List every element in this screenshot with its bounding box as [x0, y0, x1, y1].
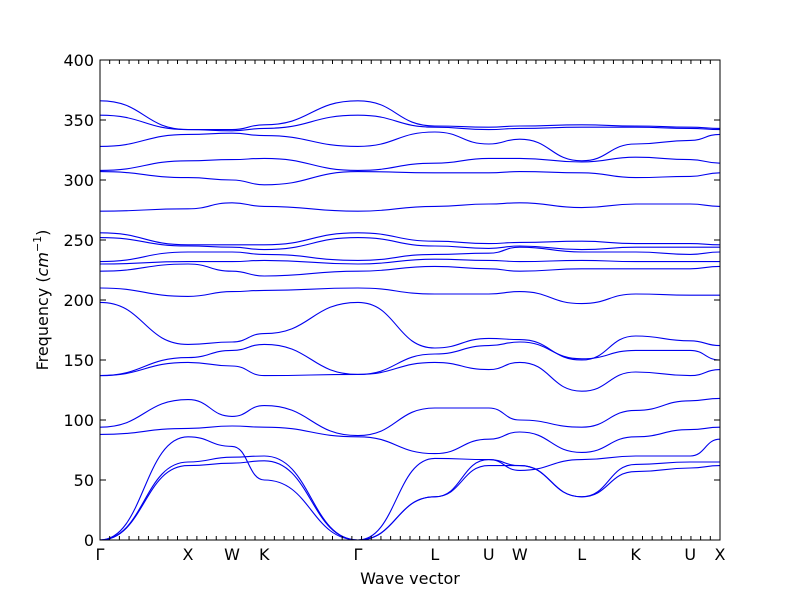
band-9 — [99, 287, 720, 305]
band-4 — [99, 425, 721, 455]
band-6 — [99, 361, 721, 392]
band-13 — [99, 237, 720, 251]
y-tick-label-100: 100 — [63, 411, 94, 430]
y-tick-labels: 0 50 100 150 200 250 300 350 400 — [63, 51, 94, 550]
y-tick-label-250: 250 — [63, 231, 94, 250]
x-tick-label-10: U — [684, 545, 696, 564]
band-18 — [99, 131, 721, 162]
band-15 — [99, 202, 721, 212]
y-tick-label-300: 300 — [63, 171, 94, 190]
x-tick-label-6: U — [483, 545, 495, 564]
x-axis-label: Wave vector — [360, 569, 460, 588]
band-10 — [99, 263, 721, 277]
band-19 — [99, 114, 721, 132]
band-16 — [99, 171, 721, 186]
x-tick-label-3: K — [259, 545, 270, 564]
y-axis-label-main: Frequency ( — [33, 276, 52, 370]
x-tick-label-4: Γ — [353, 545, 362, 564]
band-17 — [99, 156, 721, 171]
plot-frame — [99, 59, 721, 541]
band-12 — [99, 246, 721, 263]
x-tick-label-1: X — [183, 545, 194, 564]
x-tick-label-8: L — [577, 545, 586, 564]
y-tick-label-50: 50 — [74, 471, 94, 490]
y-axis-label-exp: −1 — [31, 236, 44, 252]
y-tick-label-350: 350 — [63, 111, 94, 130]
y-axis-label-close: ) — [33, 230, 52, 236]
band-5 — [99, 397, 721, 437]
x-tick-label-9: K — [630, 545, 641, 564]
y-tick-label-0: 0 — [84, 531, 94, 550]
band-8 — [99, 301, 721, 361]
y-tick-label-200: 200 — [63, 291, 94, 310]
x-tick-label-2: W — [224, 545, 240, 564]
band-20 — [99, 100, 721, 131]
band-7 — [99, 341, 721, 377]
y-tick-label-400: 400 — [63, 51, 94, 70]
band-3 — [99, 436, 721, 541]
band-14 — [99, 232, 721, 246]
x-tick-label-7: W — [512, 545, 528, 564]
y-tick-label-150: 150 — [63, 351, 94, 370]
x-tick-label-0: Γ — [96, 545, 105, 564]
band-lines — [99, 100, 721, 541]
x-tick-label-11: X — [715, 545, 726, 564]
band-11 — [99, 258, 720, 265]
y-axis-label-unit: cm — [33, 252, 52, 276]
y-axis-label: Frequency (cm−1) — [31, 230, 52, 371]
x-tick-label-5: L — [430, 545, 439, 564]
band-2 — [99, 455, 720, 541]
